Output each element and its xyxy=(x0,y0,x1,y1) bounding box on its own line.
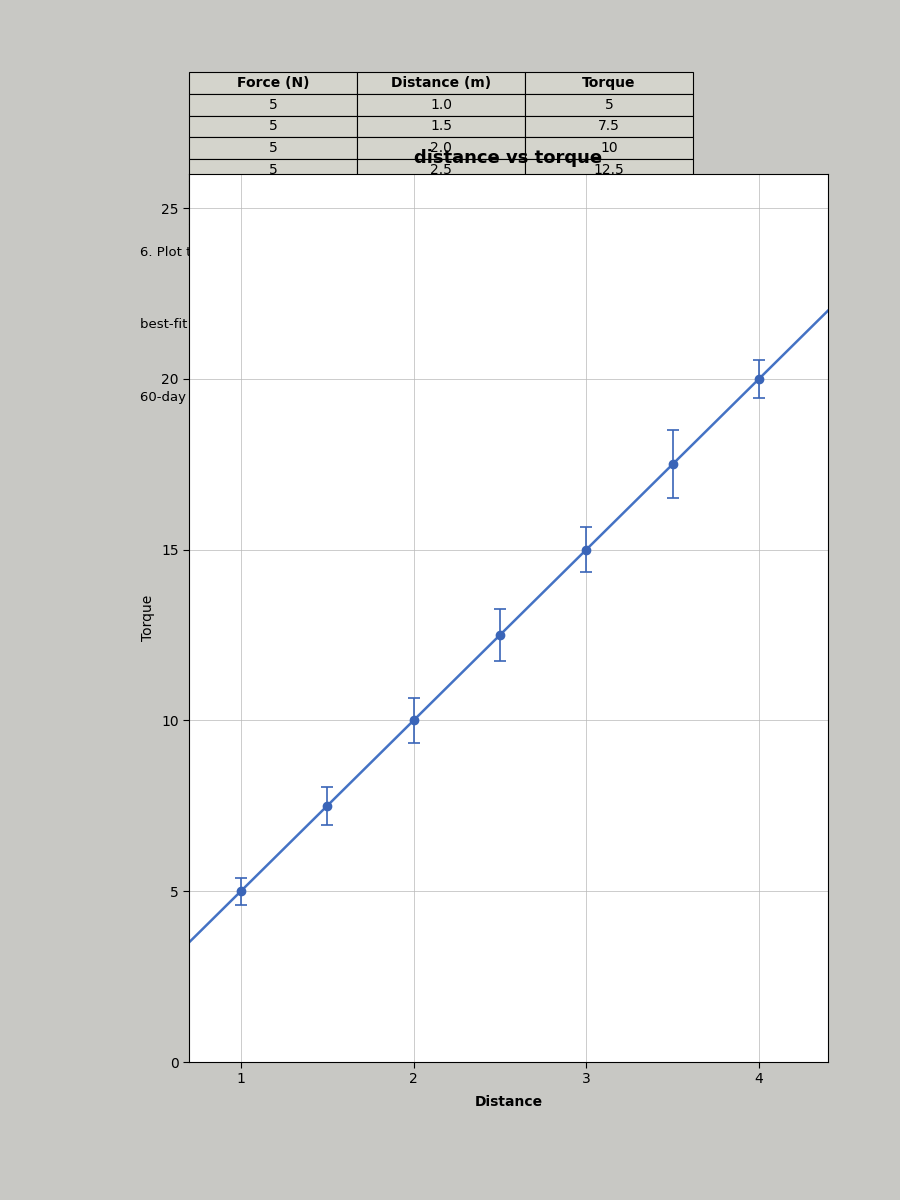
Y-axis label: Torque: Torque xyxy=(141,595,156,641)
Text: 60-day trial version of Capstone from: https://www.pasco.com/downloads/capstone]: 60-day trial version of Capstone from: h… xyxy=(140,390,698,403)
Text: 6. Plot the Torque (y axis) vs. distance (x-axis) using Excel or Capstone, and d: 6. Plot the Torque (y axis) vs. distance… xyxy=(140,246,696,258)
X-axis label: Distance: Distance xyxy=(474,1094,543,1109)
Title: distance vs torque: distance vs torque xyxy=(414,149,603,167)
Text: best-fit curve.  Take a screen shot of the graph and paste it below: [You can do: best-fit curve. Take a screen shot of th… xyxy=(140,318,724,331)
